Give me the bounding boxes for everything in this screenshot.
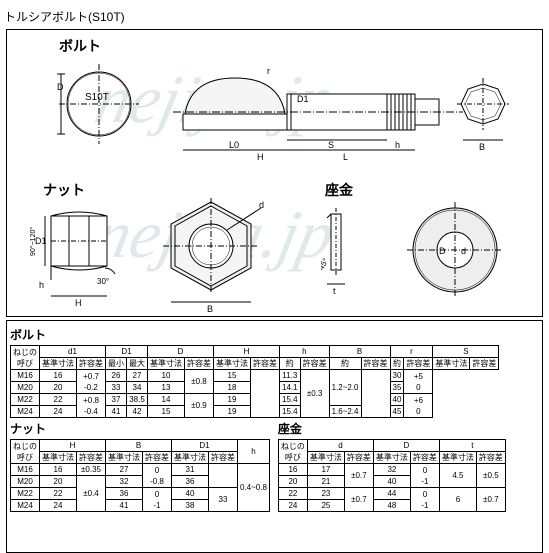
svg-text:t: t: [333, 286, 336, 296]
svg-text:L0: L0: [229, 140, 239, 150]
svg-text:r: r: [267, 66, 270, 76]
svg-text:S: S: [328, 140, 334, 150]
svg-text:D: D: [439, 246, 446, 256]
washer-table-title: 座金: [278, 420, 506, 437]
nut-table-title: ナット: [10, 420, 270, 437]
svg-text:B: B: [479, 142, 485, 152]
bolt-table-title: ボルト: [10, 326, 539, 343]
svg-text:30°: 30°: [97, 277, 109, 286]
bolt-svg: S10T D r D1: [13, 44, 533, 184]
svg-text:H: H: [257, 152, 264, 162]
svg-text:d: d: [259, 200, 264, 210]
svg-text:S10T: S10T: [85, 92, 109, 103]
svg-text:h: h: [39, 280, 44, 290]
washer-svg: 45° t D d: [321, 196, 531, 316]
diagram-box: nejiya.jp nejiya.jp ボルト ナット 座金 S10T D: [6, 29, 543, 317]
svg-text:B: B: [207, 304, 213, 314]
svg-text:L: L: [343, 152, 348, 162]
nut-svg: D1 90°~120° 30° H h d B: [17, 196, 297, 316]
svg-text:90°~120°: 90°~120°: [29, 227, 37, 256]
doc-title: トルシアボルト(S10T): [0, 0, 549, 29]
svg-text:h: h: [395, 140, 400, 150]
bolt-table: ねじの呼びd1D1DHhBrS基準寸法許容差最小最大基準寸法許容差基準寸法許容差…: [10, 345, 499, 418]
svg-text:45°: 45°: [321, 257, 330, 272]
tables-box: ボルト ねじの呼びd1D1DHhBrS基準寸法許容差最小最大基準寸法許容差基準寸…: [6, 320, 543, 553]
washer-table: ねじの呼びdDt基準寸法許容差基準寸法許容差基準寸法許容差1617±0.7320…: [278, 439, 506, 512]
svg-text:D1: D1: [297, 94, 309, 104]
svg-text:d: d: [461, 246, 466, 256]
nut-table: ねじの呼びHBD1h基準寸法許容差基準寸法許容差基準寸法許容差M1616±0.3…: [10, 439, 270, 512]
svg-text:H: H: [75, 298, 82, 308]
